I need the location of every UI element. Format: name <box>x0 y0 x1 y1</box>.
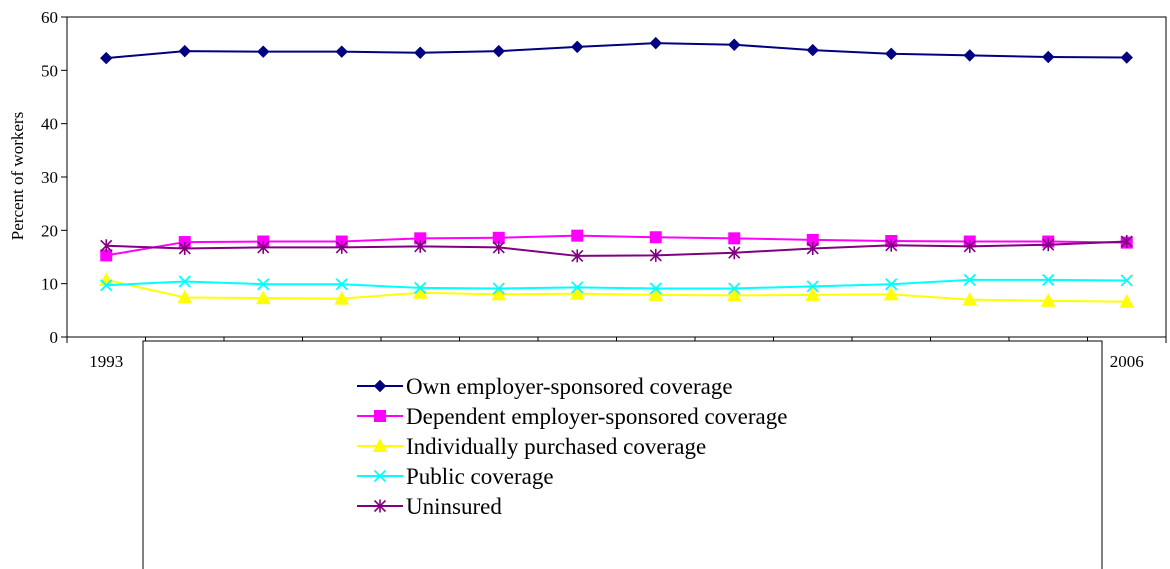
series-2 <box>98 272 1135 308</box>
data-point <box>571 229 584 242</box>
data-point <box>1042 50 1055 64</box>
data-point <box>1120 274 1133 287</box>
data-point <box>491 286 507 301</box>
series-line <box>106 42 1127 60</box>
data-point <box>492 44 505 58</box>
data-point <box>649 282 662 295</box>
data-point <box>962 292 978 306</box>
data-point <box>805 287 821 301</box>
legend-item: Individually purchased coverage <box>357 434 706 459</box>
data-point <box>257 240 270 254</box>
y-tick-label: 0 <box>50 328 59 347</box>
legend-label: Uninsured <box>406 494 502 519</box>
data-point <box>963 239 976 253</box>
data-point <box>569 286 585 300</box>
data-point <box>885 238 898 252</box>
legend: Own employer-sponsored coverage Dependent… <box>142 340 1103 569</box>
data-point <box>1042 273 1055 287</box>
data-point <box>334 291 350 305</box>
legend-label: Dependent employer-sponsored coverage <box>406 404 787 429</box>
x-tick-label: 1993 <box>89 352 123 371</box>
data-point <box>963 49 976 62</box>
x-tick-label: 2006 <box>1110 352 1144 371</box>
series-3 <box>100 273 1133 295</box>
data-point <box>806 241 819 255</box>
data-point <box>728 232 741 245</box>
data-point <box>414 281 427 295</box>
data-point <box>414 239 427 253</box>
y-tick-label: 60 <box>41 8 58 27</box>
data-point <box>649 231 662 244</box>
legend-marker <box>373 499 387 513</box>
y-tick-label: 40 <box>41 115 58 134</box>
y-axis-ticks: 0 10 20 30 40 50 60 <box>41 8 67 347</box>
legend-marker <box>373 469 387 483</box>
data-point <box>883 286 899 301</box>
data-point <box>728 282 741 295</box>
data-point <box>806 280 819 293</box>
series-line <box>106 234 1127 257</box>
series-0 <box>100 36 1133 65</box>
series-layer <box>98 36 1135 308</box>
data-point <box>1120 235 1133 249</box>
series-line <box>106 240 1127 257</box>
legend-label: Own employer-sponsored coverage <box>406 374 733 399</box>
y-tick-label: 20 <box>41 221 58 240</box>
data-point <box>335 278 348 291</box>
data-point <box>492 282 505 295</box>
data-point <box>571 249 584 263</box>
series-line <box>106 278 1127 303</box>
data-point <box>1119 294 1135 308</box>
data-point <box>492 240 505 254</box>
data-point <box>728 246 741 260</box>
plot-frame <box>66 16 1167 338</box>
data-point <box>414 46 427 59</box>
data-point <box>100 51 113 65</box>
data-point <box>1040 293 1056 307</box>
legend-item: Dependent employer-sponsored coverage <box>357 404 787 429</box>
data-point <box>885 278 898 291</box>
data-point <box>963 273 976 287</box>
data-point <box>649 248 662 262</box>
y-axis-title: Percent of workers <box>8 112 27 240</box>
legend-label: Public coverage <box>406 464 554 489</box>
legend-item: Own employer-sponsored coverage <box>357 374 733 399</box>
legend-marker <box>374 410 386 422</box>
legend-marker <box>373 379 387 393</box>
data-point <box>728 38 741 51</box>
plot-area <box>66 16 1167 338</box>
data-point <box>1120 51 1133 64</box>
y-tick-label: 50 <box>41 61 58 80</box>
data-point <box>100 239 113 253</box>
data-point <box>806 43 819 57</box>
data-point <box>178 241 191 255</box>
data-point <box>571 40 584 54</box>
legend-item: Uninsured <box>357 494 502 519</box>
data-point <box>1042 238 1055 252</box>
data-point <box>885 47 898 61</box>
data-point <box>257 45 270 58</box>
data-point <box>726 287 742 302</box>
legend-marker <box>372 438 388 452</box>
data-point <box>648 287 664 301</box>
data-point <box>100 279 113 292</box>
data-point <box>335 240 348 254</box>
data-point <box>571 281 584 294</box>
data-point <box>649 36 662 50</box>
series-line <box>106 278 1127 290</box>
legend-frame <box>142 340 1103 569</box>
y-tick-label: 30 <box>41 168 58 187</box>
data-point <box>177 289 193 304</box>
data-point <box>255 290 271 305</box>
data-point <box>257 278 270 291</box>
data-point <box>178 275 191 288</box>
data-point <box>335 45 348 58</box>
series-4 <box>100 235 1133 263</box>
legend-item: Public coverage <box>357 464 554 489</box>
data-point <box>178 44 191 58</box>
legend-label: Individually purchased coverage <box>406 434 706 459</box>
y-tick-label: 10 <box>41 275 58 294</box>
